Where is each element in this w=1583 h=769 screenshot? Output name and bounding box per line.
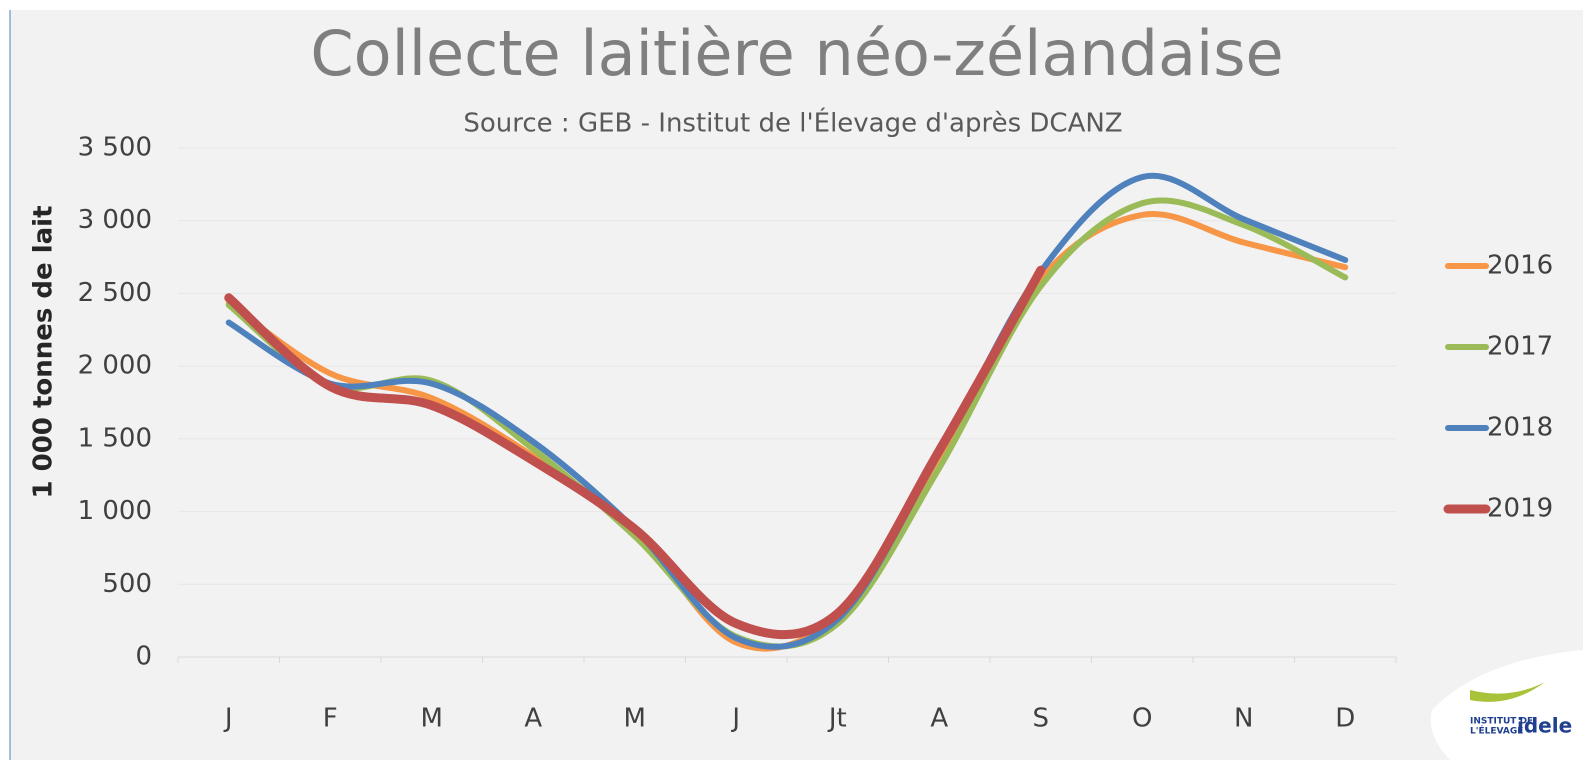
x-tick-label: S — [1032, 704, 1049, 734]
series-line — [224, 265, 1046, 640]
x-tick-label: N — [1234, 704, 1253, 734]
y-tick-label: 500 — [102, 569, 152, 599]
x-tick-label: A — [930, 704, 948, 734]
x-tick-label: J — [223, 704, 233, 734]
legend-label: 2016 — [1487, 251, 1553, 281]
logo-text: L'ÉLEVAGE — [1470, 725, 1523, 737]
legend-label: 2019 — [1487, 494, 1553, 524]
logo-text: INSTITUT DE — [1470, 717, 1533, 727]
x-tick-label: M — [624, 704, 646, 734]
x-tick-label: F — [323, 704, 338, 734]
y-tick-label: 3 500 — [78, 133, 152, 163]
y-axis-label: 1 000 tonnes de lait — [29, 205, 59, 498]
chart-title: Collecte laitière néo-zélandaise — [310, 17, 1283, 90]
chart-subtitle: Source : GEB - Institut de l'Élevage d'a… — [463, 107, 1122, 139]
y-tick-label: 0 — [135, 642, 152, 672]
y-tick-label: 2 000 — [78, 351, 152, 381]
x-tick-label: M — [421, 704, 443, 734]
x-tick-label: O — [1132, 704, 1152, 734]
series-line — [225, 172, 1349, 650]
x-tick-label: D — [1335, 704, 1355, 734]
x-tick-label: Jt — [827, 704, 847, 734]
y-tick-label: 1 500 — [78, 423, 152, 453]
y-tick-label: 1 000 — [78, 496, 152, 526]
x-tick-label: A — [524, 704, 542, 734]
logo-swoosh — [1470, 682, 1545, 702]
logo-bg — [1430, 650, 1583, 769]
y-tick-label: 3 000 — [78, 205, 152, 235]
legend-label: 2018 — [1487, 413, 1553, 443]
y-tick-label: 2 500 — [78, 278, 152, 308]
logo-brand: idele — [1517, 714, 1572, 738]
legend-label: 2017 — [1487, 332, 1553, 362]
x-tick-label: J — [730, 704, 740, 734]
logo: INSTITUT DE L'ÉLEVAGE idele — [1430, 650, 1583, 769]
